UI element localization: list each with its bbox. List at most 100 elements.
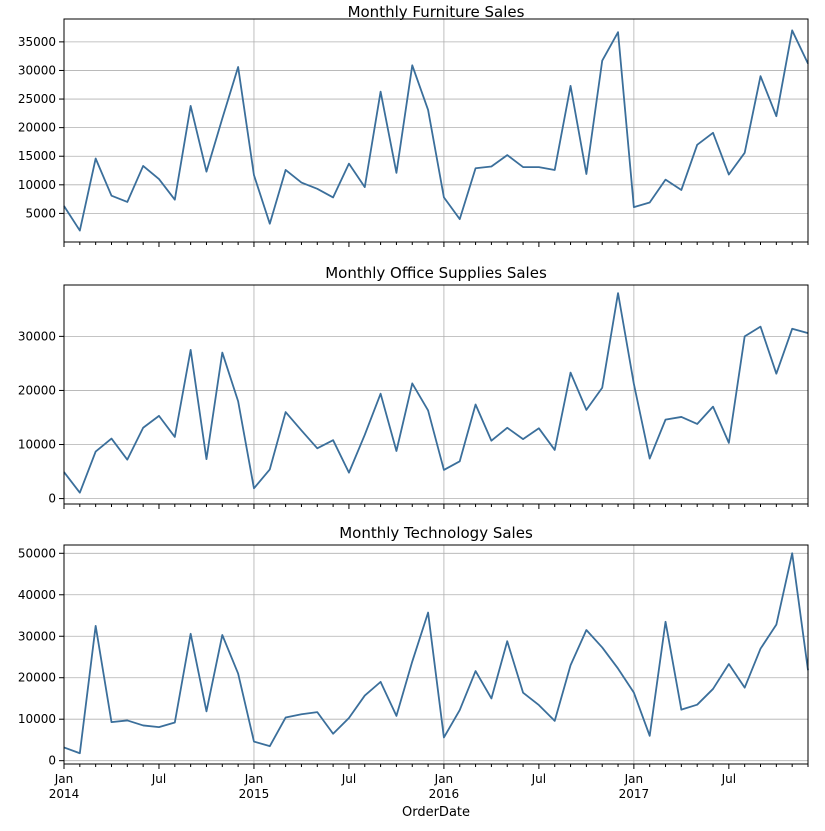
- data-point: [649, 202, 651, 204]
- data-point: [380, 393, 382, 395]
- data-point: [126, 719, 128, 721]
- data-point: [205, 458, 207, 460]
- data-point: [696, 144, 698, 146]
- y-tick-label: 20000: [18, 121, 56, 135]
- x-tick-year-label: 2017: [619, 787, 650, 801]
- data-point: [269, 745, 271, 747]
- data-point: [95, 158, 97, 160]
- y-tick-label: 40000: [18, 588, 56, 602]
- data-point: [665, 179, 667, 181]
- data-point: [665, 621, 667, 623]
- x-tick-label: Jan: [244, 772, 264, 786]
- data-point: [205, 171, 207, 173]
- data-point: [253, 487, 255, 489]
- data-point: [775, 115, 777, 117]
- x-tick-label: Jul: [721, 772, 736, 786]
- data-point: [522, 438, 524, 440]
- data-point: [395, 715, 397, 717]
- plot-frame: [63, 284, 809, 505]
- chart-panel-3: 0 10000 20000 30000 40000 50000 Monthly Techno…: [18, 524, 809, 769]
- data-point: [364, 695, 366, 697]
- data-point: [285, 169, 287, 171]
- data-point: [427, 109, 429, 111]
- data-point: [744, 687, 746, 689]
- data-point: [791, 29, 793, 31]
- data-point: [585, 409, 587, 411]
- data-point: [316, 188, 318, 190]
- data-point: [633, 206, 635, 208]
- x-tick-label: Jul: [151, 772, 166, 786]
- y-tick-label: 0: [48, 492, 56, 506]
- data-point: [427, 612, 429, 614]
- y-tick-label: 10000: [18, 712, 56, 726]
- data-point: [570, 664, 572, 666]
- data-point: [205, 710, 207, 712]
- x-tick-label: Jan: [434, 772, 454, 786]
- data-point: [680, 709, 682, 711]
- series-line: [63, 29, 809, 232]
- data-point: [760, 648, 762, 650]
- data-point: [459, 218, 461, 220]
- data-point: [443, 736, 445, 738]
- x-tick-label: Jan: [624, 772, 644, 786]
- data-point: [411, 64, 413, 66]
- y-tick-label: 30000: [18, 329, 56, 343]
- data-point: [221, 117, 223, 119]
- data-point: [158, 726, 160, 728]
- data-point: [253, 174, 255, 176]
- data-point: [744, 335, 746, 337]
- data-point: [174, 436, 176, 438]
- data-point: [490, 440, 492, 442]
- data-point: [427, 409, 429, 411]
- data-point: [728, 663, 730, 665]
- data-point: [490, 166, 492, 168]
- data-point: [300, 429, 302, 431]
- data-point: [332, 196, 334, 198]
- data-point: [522, 166, 524, 168]
- data-point: [617, 292, 619, 294]
- data-point: [316, 711, 318, 713]
- data-point: [364, 434, 366, 436]
- data-point: [601, 387, 603, 389]
- y-tick-label: 20000: [18, 671, 56, 685]
- x-axis-label: OrderDate: [402, 805, 470, 820]
- data-point: [617, 668, 619, 670]
- data-point: [443, 469, 445, 471]
- data-point: [332, 733, 334, 735]
- data-point: [411, 661, 413, 663]
- data-point: [728, 442, 730, 444]
- data-point: [79, 752, 81, 754]
- data-point: [601, 60, 603, 62]
- data-point: [190, 633, 192, 635]
- data-point: [443, 196, 445, 198]
- series-line: [63, 292, 809, 494]
- x-tick-label: Jan: [54, 772, 74, 786]
- data-point: [395, 450, 397, 452]
- data-point: [158, 178, 160, 180]
- data-point: [633, 692, 635, 694]
- y-tick-label: 30000: [18, 63, 56, 77]
- y-tick-label: 15000: [18, 149, 56, 163]
- data-point: [253, 741, 255, 743]
- data-point: [285, 717, 287, 719]
- data-point: [190, 105, 192, 107]
- data-point: [791, 552, 793, 554]
- y-tick-label: 5000: [25, 206, 56, 220]
- chart-title: Monthly Office Supplies Sales: [325, 264, 547, 282]
- y-tick-label: 35000: [18, 35, 56, 49]
- data-point: [633, 383, 635, 385]
- data-point: [760, 75, 762, 77]
- data-point: [110, 438, 112, 440]
- data-point: [142, 165, 144, 167]
- data-point: [696, 423, 698, 425]
- data-point: [617, 31, 619, 33]
- data-point: [680, 416, 682, 418]
- data-point: [395, 172, 397, 174]
- y-tick-label: 30000: [18, 629, 56, 643]
- data-point: [585, 629, 587, 631]
- x-tick-year-label: 2015: [239, 787, 270, 801]
- data-point: [585, 173, 587, 175]
- series-line: [63, 552, 809, 755]
- data-point: [649, 735, 651, 737]
